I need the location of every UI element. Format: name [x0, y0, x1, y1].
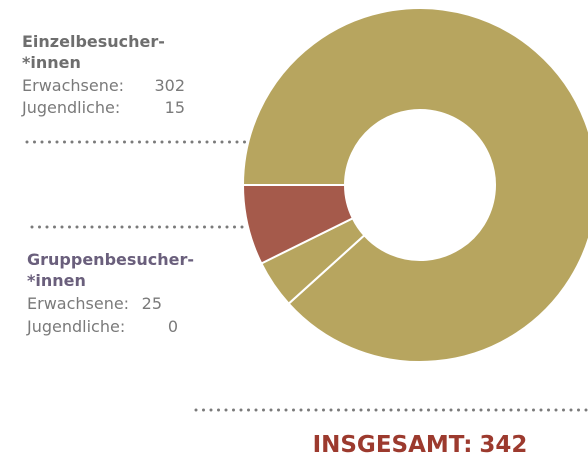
donut — [241, 7, 588, 363]
item-value: 0 — [168, 317, 178, 336]
item-value: 25 — [142, 294, 162, 313]
group-heading: *innen — [27, 271, 86, 290]
total: INSGESAMT: 342 — [313, 432, 528, 458]
item-label: Erwachsene: — [27, 294, 129, 313]
item-value: 302 — [154, 76, 185, 95]
item-value: 15 — [165, 98, 185, 117]
group-heading: *innen — [22, 53, 81, 72]
group-heading: Gruppenbesucher- — [27, 250, 194, 269]
donut-segment — [241, 184, 355, 265]
total-value: 342 — [479, 432, 527, 458]
group-heading: Einzelbesucher- — [22, 32, 165, 51]
total-label: INSGESAMT: — [313, 432, 473, 458]
item-label: Erwachsene: — [22, 76, 124, 95]
item-label: Jugendliche: — [21, 98, 120, 117]
donut-segment — [241, 7, 588, 363]
labels: Einzelbesucher- *innen Erwachsene: 302 Jugen… — [21, 32, 194, 336]
item-label: Jugendliche: — [26, 317, 125, 336]
